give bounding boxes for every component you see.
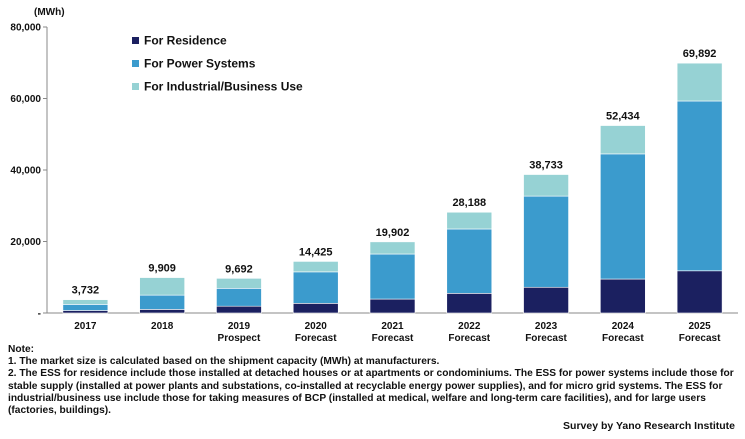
x-tick-label: Forecast [525,333,567,344]
x-tick-label: 2017 [74,321,97,332]
legend-label: For Power Systems [144,57,256,71]
bar-segment [523,195,569,288]
bar-total-label: 14,425 [299,246,333,258]
bar-segment [216,288,262,307]
bar-segment [216,278,262,289]
bar-total-label: 52,434 [606,111,641,123]
bar-total-label: 9,692 [225,263,253,275]
bar-segment [369,241,416,255]
legend-swatch [132,60,139,67]
bar-segment [62,299,109,305]
bar-segment [139,277,185,296]
bar-segment [446,293,493,314]
x-tick-label: 2020 [305,321,328,332]
x-tick-label: 2021 [381,321,404,332]
x-tick-label: 2019 [228,321,251,332]
note-line-1: 1. The market size is calculated based o… [8,356,440,368]
bar-segment [676,62,723,102]
bar-segment [62,304,109,311]
x-tick-label: 2022 [458,321,481,332]
y-tick-label: 60,000 [10,94,41,105]
y-tick-label: 80,000 [10,23,41,34]
unit-label: (MWh) [34,7,65,18]
bar-total-label: 9,909 [148,263,176,275]
legend-label: For Residence [144,34,227,48]
bar-total-label: 3,732 [72,285,100,297]
x-tick-label: Prospect [218,333,261,344]
bar-segment [369,253,416,300]
bar-segment [292,261,339,273]
bar-segment [600,153,646,280]
bar-segment [292,303,339,314]
bar-total-label: 19,902 [376,227,410,239]
x-tick-label: 2023 [535,321,558,332]
bar-segment [446,228,493,294]
y-tick-label: - [38,309,41,320]
source-credit: Survey by Yano Research Institute [563,420,735,432]
x-tick-label: 2024 [612,321,635,332]
bar-segment [62,310,109,314]
x-tick-label: Forecast [295,333,337,344]
bar-segment [600,125,646,155]
note-line-2: 2. The ESS for residence include those i… [8,368,734,417]
legend-swatch [132,37,139,44]
bar-segment [600,278,646,314]
bar-segment [523,286,569,314]
x-tick-label: Forecast [448,333,490,344]
bar-segment [369,298,416,314]
x-tick-label: Forecast [602,333,644,344]
legend-swatch [132,83,139,90]
x-tick-label: Forecast [679,333,721,344]
bar-total-label: 38,733 [529,160,563,172]
bar-segment [676,270,723,314]
x-tick-label: Forecast [372,333,414,344]
bar-segment [139,294,185,310]
stacked-bar-chart: - 20,000 40,000 60,000 80,000 3,732 2017 9,909 2… [10,23,738,344]
notes-section: Note: 1. The market size is calculated b… [8,344,738,417]
legend-label: For Industrial/Business Use [144,80,303,94]
notes-heading: Note: [8,344,35,355]
y-tick-label: 20,000 [10,237,41,248]
y-tick-label: 40,000 [10,166,41,177]
x-tick-label: 2025 [688,321,711,332]
bar-segment [523,174,569,197]
bar-total-label: 28,188 [452,197,486,209]
bar-total-label: 69,892 [683,48,717,60]
x-tick-label: 2018 [151,321,174,332]
bar-segment [446,211,493,230]
chart-canvas: - 20,000 40,000 60,000 80,000 3,732 2017 9,909 2… [10,23,738,344]
bar-segment [676,100,723,272]
bar-segment [292,271,339,304]
bar-segment [139,309,185,314]
bar-segment [216,305,262,314]
